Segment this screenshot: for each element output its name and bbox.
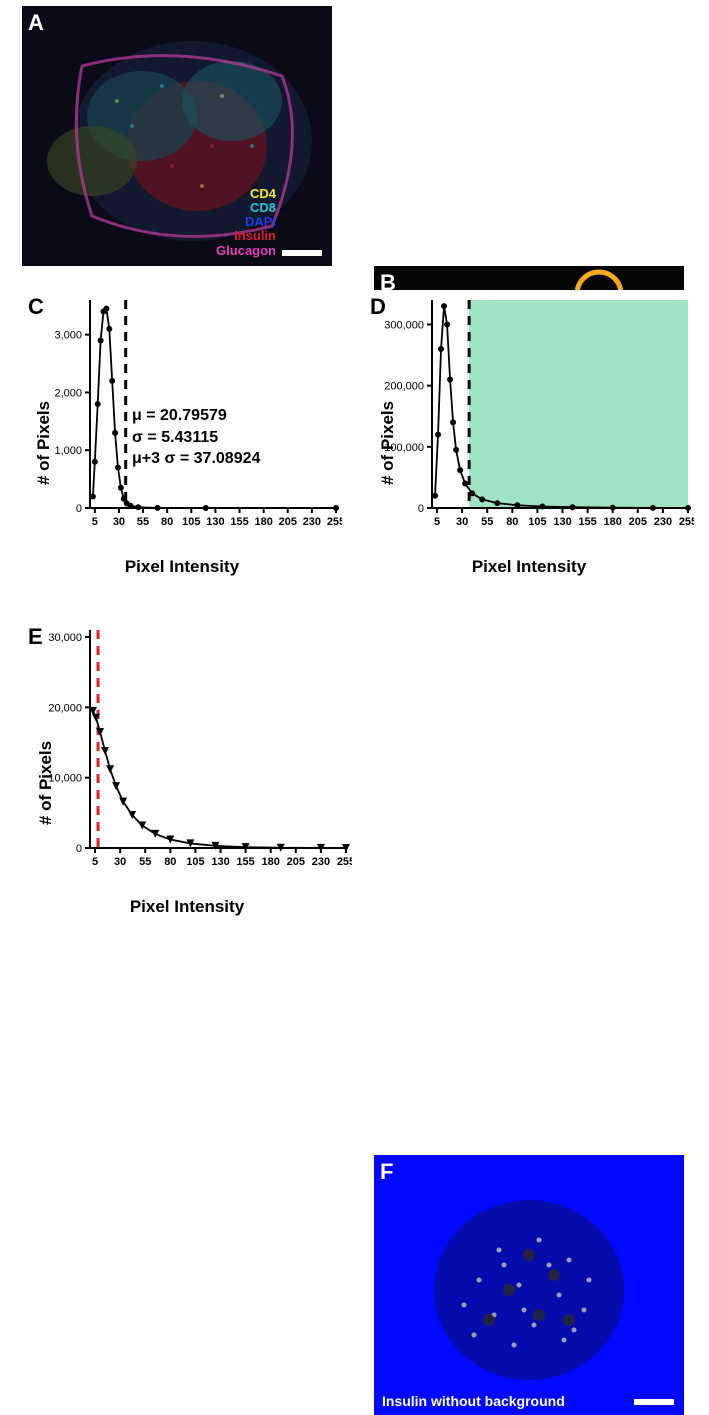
svg-text:155: 155 bbox=[578, 516, 596, 528]
panel-e: E # of Pixels 010,00020,00030,0005305580… bbox=[22, 620, 352, 915]
svg-text:0: 0 bbox=[76, 843, 82, 855]
svg-text:105: 105 bbox=[528, 516, 546, 528]
panel-f-scalebar bbox=[634, 1399, 674, 1405]
panel-d-chart: 0100,000200,000300,000530558010513015518… bbox=[364, 290, 694, 550]
panel-a: A CD4 CD8 DAPI Insulin Glucagon bbox=[22, 6, 332, 266]
panel-c-xlabel: Pixel Intensity bbox=[22, 557, 342, 577]
svg-text:255: 255 bbox=[337, 856, 352, 868]
panel-a-label: A bbox=[28, 10, 44, 36]
svg-text:230: 230 bbox=[303, 516, 321, 528]
svg-text:230: 230 bbox=[312, 856, 330, 868]
panel-c-ylabel: # of Pixels bbox=[34, 401, 54, 485]
panel-d: D # of Pixels 0100,000200,000300,0005305… bbox=[364, 290, 694, 575]
svg-text:205: 205 bbox=[287, 856, 305, 868]
svg-text:300,000: 300,000 bbox=[384, 319, 424, 331]
svg-text:55: 55 bbox=[137, 516, 149, 528]
svg-text:1,000: 1,000 bbox=[54, 445, 82, 457]
panel-c: C # of Pixels 0 1,000 2,000 3,000 5 30 55 80 105… bbox=[22, 290, 342, 575]
svg-text:105: 105 bbox=[182, 516, 200, 528]
svg-text:255: 255 bbox=[679, 516, 694, 528]
svg-text:80: 80 bbox=[506, 516, 518, 528]
panel-d-label: D bbox=[370, 294, 386, 320]
svg-text:155: 155 bbox=[230, 516, 248, 528]
panel-d-ylabel: # of Pixels bbox=[378, 401, 398, 485]
svg-text:5: 5 bbox=[434, 516, 440, 528]
svg-text:155: 155 bbox=[236, 856, 254, 868]
stat-mu: μ = 20.79579 bbox=[132, 405, 260, 427]
panel-c-label: C bbox=[28, 294, 44, 320]
svg-text:180: 180 bbox=[262, 856, 280, 868]
panel-a-legend: CD4 CD8 DAPI Insulin Glucagon bbox=[216, 187, 276, 258]
legend-insulin: Insulin bbox=[216, 229, 276, 243]
stat-mu3sigma: μ+3 σ = 37.08924 bbox=[132, 448, 260, 470]
svg-text:30: 30 bbox=[113, 516, 125, 528]
panel-e-label: E bbox=[28, 624, 43, 650]
svg-text:205: 205 bbox=[629, 516, 647, 528]
svg-text:55: 55 bbox=[481, 516, 493, 528]
panel-f-corner-text: Insulin without background bbox=[382, 1393, 565, 1409]
svg-text:205: 205 bbox=[279, 516, 297, 528]
svg-text:255: 255 bbox=[327, 516, 342, 528]
legend-dapi: DAPI bbox=[216, 215, 276, 229]
legend-cd8: CD8 bbox=[216, 201, 276, 215]
stat-sigma: σ = 5.43115 bbox=[132, 427, 260, 449]
panel-a-scalebar bbox=[282, 250, 322, 256]
svg-text:0: 0 bbox=[418, 503, 424, 515]
panel-e-ylabel: # of Pixels bbox=[36, 741, 56, 825]
svg-text:30: 30 bbox=[456, 516, 468, 528]
panel-d-xlabel: Pixel Intensity bbox=[364, 557, 694, 577]
panel-f: F Insulin without background bbox=[374, 1155, 684, 1415]
panel-c-stats: μ = 20.79579 σ = 5.43115 μ+3 σ = 37.0892… bbox=[132, 405, 260, 470]
legend-glucagon: Glucagon bbox=[216, 244, 276, 258]
svg-text:30: 30 bbox=[114, 856, 126, 868]
svg-text:5: 5 bbox=[92, 516, 98, 528]
svg-text:230: 230 bbox=[654, 516, 672, 528]
panel-f-label: F bbox=[380, 1159, 393, 1185]
svg-text:80: 80 bbox=[161, 516, 173, 528]
svg-text:130: 130 bbox=[211, 856, 229, 868]
svg-text:20,000: 20,000 bbox=[48, 702, 82, 714]
svg-text:105: 105 bbox=[186, 856, 204, 868]
svg-text:3,000: 3,000 bbox=[54, 330, 82, 342]
svg-text:130: 130 bbox=[553, 516, 571, 528]
svg-text:80: 80 bbox=[164, 856, 176, 868]
panel-f-image bbox=[374, 1155, 684, 1415]
svg-text:200,000: 200,000 bbox=[384, 381, 424, 393]
svg-text:30,000: 30,000 bbox=[48, 632, 82, 644]
panel-b-label: B bbox=[380, 270, 396, 296]
legend-cd4: CD4 bbox=[216, 187, 276, 201]
panel-a-image bbox=[22, 6, 332, 266]
svg-text:180: 180 bbox=[254, 516, 272, 528]
svg-text:55: 55 bbox=[139, 856, 151, 868]
panel-e-chart: 010,00020,00030,000530558010513015518020… bbox=[22, 620, 352, 890]
svg-text:5: 5 bbox=[92, 856, 98, 868]
svg-text:2,000: 2,000 bbox=[54, 387, 82, 399]
figure: A CD4 CD8 DAPI Insulin Glucagon bbox=[0, 0, 709, 931]
svg-text:180: 180 bbox=[604, 516, 622, 528]
svg-text:0: 0 bbox=[76, 503, 82, 515]
panel-e-xlabel: Pixel Intensity bbox=[22, 897, 352, 917]
svg-text:130: 130 bbox=[206, 516, 224, 528]
